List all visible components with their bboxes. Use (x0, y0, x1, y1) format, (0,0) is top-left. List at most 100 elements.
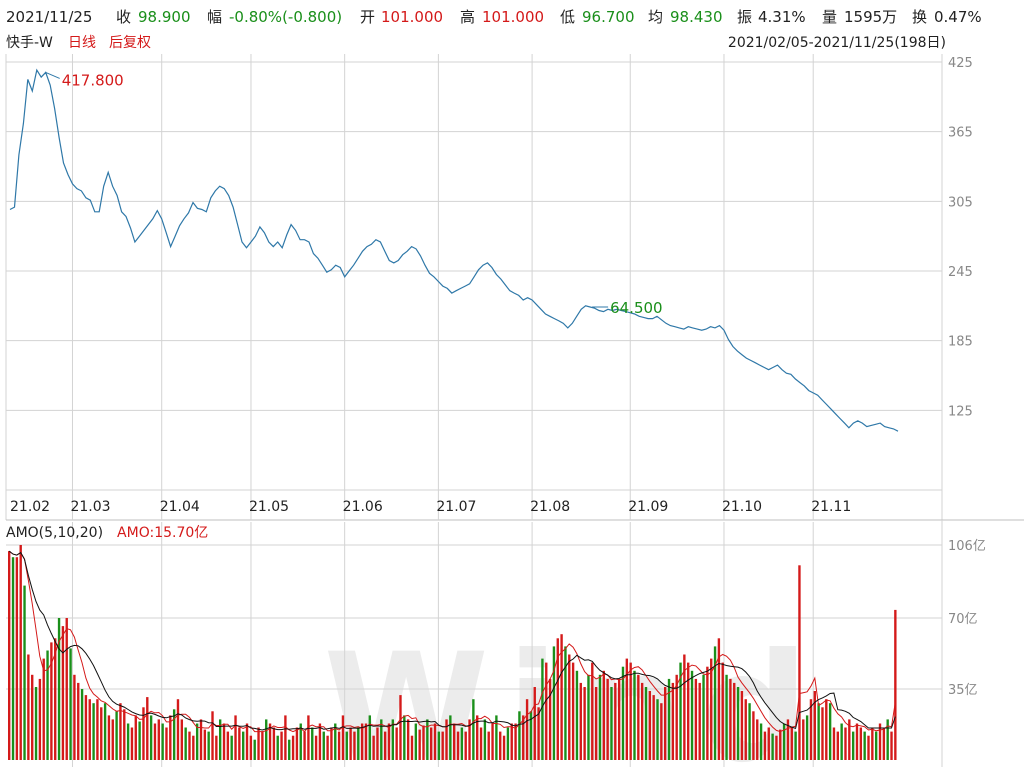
volume-bar (828, 703, 832, 760)
volume-bar (575, 670, 579, 760)
volume-bar (380, 719, 383, 760)
volume-bars (8, 545, 897, 760)
volume-bar (268, 723, 272, 760)
volume-bar (606, 678, 609, 760)
volume-bar (855, 723, 859, 760)
volume-bar (729, 678, 732, 760)
volume-bar (675, 674, 678, 760)
volume-bar (318, 723, 322, 760)
date-tick-label: 21.03 (70, 499, 110, 515)
volume-bar (894, 609, 897, 760)
volume-bar (103, 703, 107, 760)
change-value: -0.80%(-0.800) (229, 8, 343, 26)
volume-bar (591, 662, 594, 760)
volume-bar (307, 715, 310, 760)
volume-bar (644, 687, 648, 760)
volume-bar (698, 682, 701, 760)
volume-bar (859, 727, 863, 760)
volume-bar (537, 707, 540, 760)
volume-bar (357, 727, 360, 760)
volume-bar (848, 719, 851, 760)
volume-bar (138, 721, 141, 760)
volume-bar (545, 662, 548, 760)
volume-bar (510, 723, 513, 760)
volume-bar (364, 723, 368, 760)
volume-bar (195, 723, 199, 760)
volume-bar (687, 662, 690, 760)
date-tick-label: 21.02 (10, 499, 50, 515)
volume-tick-label: 35亿 (948, 683, 978, 698)
volume-bar (226, 731, 230, 760)
volume-bar (372, 735, 375, 760)
volume-bar (161, 723, 164, 760)
volume-bar (890, 731, 893, 760)
volume-bar (295, 727, 299, 760)
line-mode-toggle[interactable]: 日线 (68, 35, 96, 51)
volume-bar (334, 723, 337, 760)
price-series-line (9, 68, 899, 432)
volume-bar (23, 585, 26, 760)
volume-bar (418, 729, 421, 760)
volume-bar (265, 719, 268, 760)
volume-bar (667, 678, 671, 760)
volume-bar (610, 687, 613, 760)
volume-bar (460, 727, 464, 760)
price-tick-label: 425 (948, 56, 973, 71)
amo-legend: AMO(5,10,20) AMO:15.70亿 (6, 524, 208, 542)
volume-bar (230, 735, 233, 760)
volume-bar (583, 687, 586, 760)
volume-bar (165, 727, 168, 760)
volume-bar (395, 727, 398, 760)
volume-bar (272, 727, 276, 760)
volume-bar (27, 654, 30, 760)
volume-bar (775, 735, 778, 760)
adjust-mode-toggle[interactable]: 后复权 (109, 35, 151, 51)
volume-bar (552, 646, 556, 760)
volume-bar (422, 725, 425, 760)
volume-bar (311, 727, 314, 760)
volume-bar (34, 687, 38, 760)
volume-bar (130, 727, 134, 760)
open-label: 开 (360, 8, 376, 26)
volume-bar (633, 670, 636, 760)
volume-bar (825, 699, 828, 760)
volume-bar (299, 723, 302, 760)
volume-bar (349, 727, 352, 760)
volume-bar (280, 731, 283, 760)
volume-bar (763, 731, 767, 760)
volume-bar (134, 715, 137, 760)
volume-bar (679, 662, 682, 760)
volume-bar (157, 719, 160, 760)
high-label: 高 (460, 8, 476, 26)
amplitude-label: 振 (737, 8, 753, 26)
volume-bar (199, 719, 203, 760)
volume-bar (92, 703, 95, 760)
volume-bar (368, 715, 371, 760)
volume-bar (717, 638, 721, 760)
volume-bar (38, 678, 42, 760)
price-tick-label: 305 (948, 195, 973, 210)
volume-bar (499, 731, 502, 760)
volume-bar (464, 731, 467, 760)
volume-bar (752, 711, 755, 760)
avg-label: 均 (648, 8, 664, 26)
volume-bar (88, 699, 91, 760)
volume-bar (863, 731, 866, 760)
volume-bar (126, 723, 130, 760)
amplitude-value: 4.31% (758, 8, 806, 26)
date-tick-label: 21.08 (530, 499, 570, 515)
min-price-label: 64.500 (610, 299, 663, 317)
volume-bar (782, 723, 786, 760)
volume-bar (322, 731, 325, 760)
volume-bar (115, 711, 118, 760)
volume-bar (100, 707, 103, 760)
turnover-value: 0.47% (934, 8, 982, 26)
volume-bar (353, 731, 356, 760)
volume-bar (771, 733, 774, 760)
volume-bar (80, 689, 84, 760)
volume-bar (564, 646, 567, 760)
volume-bar (399, 695, 402, 760)
max-price-label: 417.800 (62, 71, 124, 89)
quote-date: 2021/11/25 (6, 8, 93, 26)
